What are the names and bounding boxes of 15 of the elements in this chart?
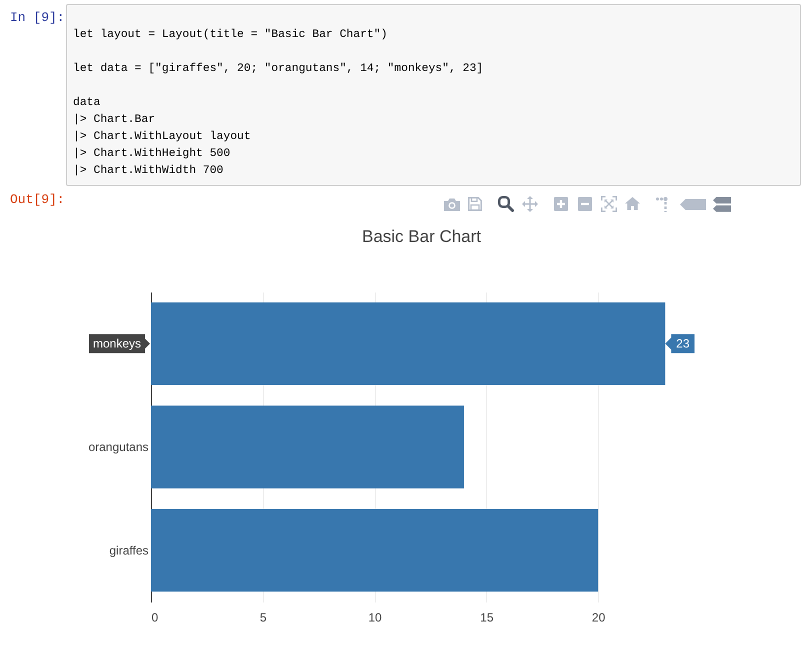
bar [151,509,598,592]
text: Out[9]: [10,192,65,208]
text: In [9]: [10,10,65,26]
x-tick-label: 0 [152,610,158,624]
x-tick-label: 10 [368,610,382,624]
y-tick-label: giraffes [109,543,148,558]
data-label: 23 [676,336,690,351]
x-tick-label: 5 [260,610,267,624]
x-tick-label: 15 [480,610,494,624]
bar [151,406,464,488]
y-tick-label: orangutans [88,440,148,454]
text: let layout = Layout(title = "Basic Bar Chart") let data = ["giraffes", 20; "orangutans", 14; "monkeys", 23] data |> Chart.Bar |> Chart.WithLayout layout |> Chart.WithHeight 500 |> Chart.WithWidth 700 [73,29,484,177]
chart-title: Basic Bar Chart [362,227,482,246]
y-tick-label: monkeys [92,336,141,351]
x-tick-label: 20 [592,610,606,624]
